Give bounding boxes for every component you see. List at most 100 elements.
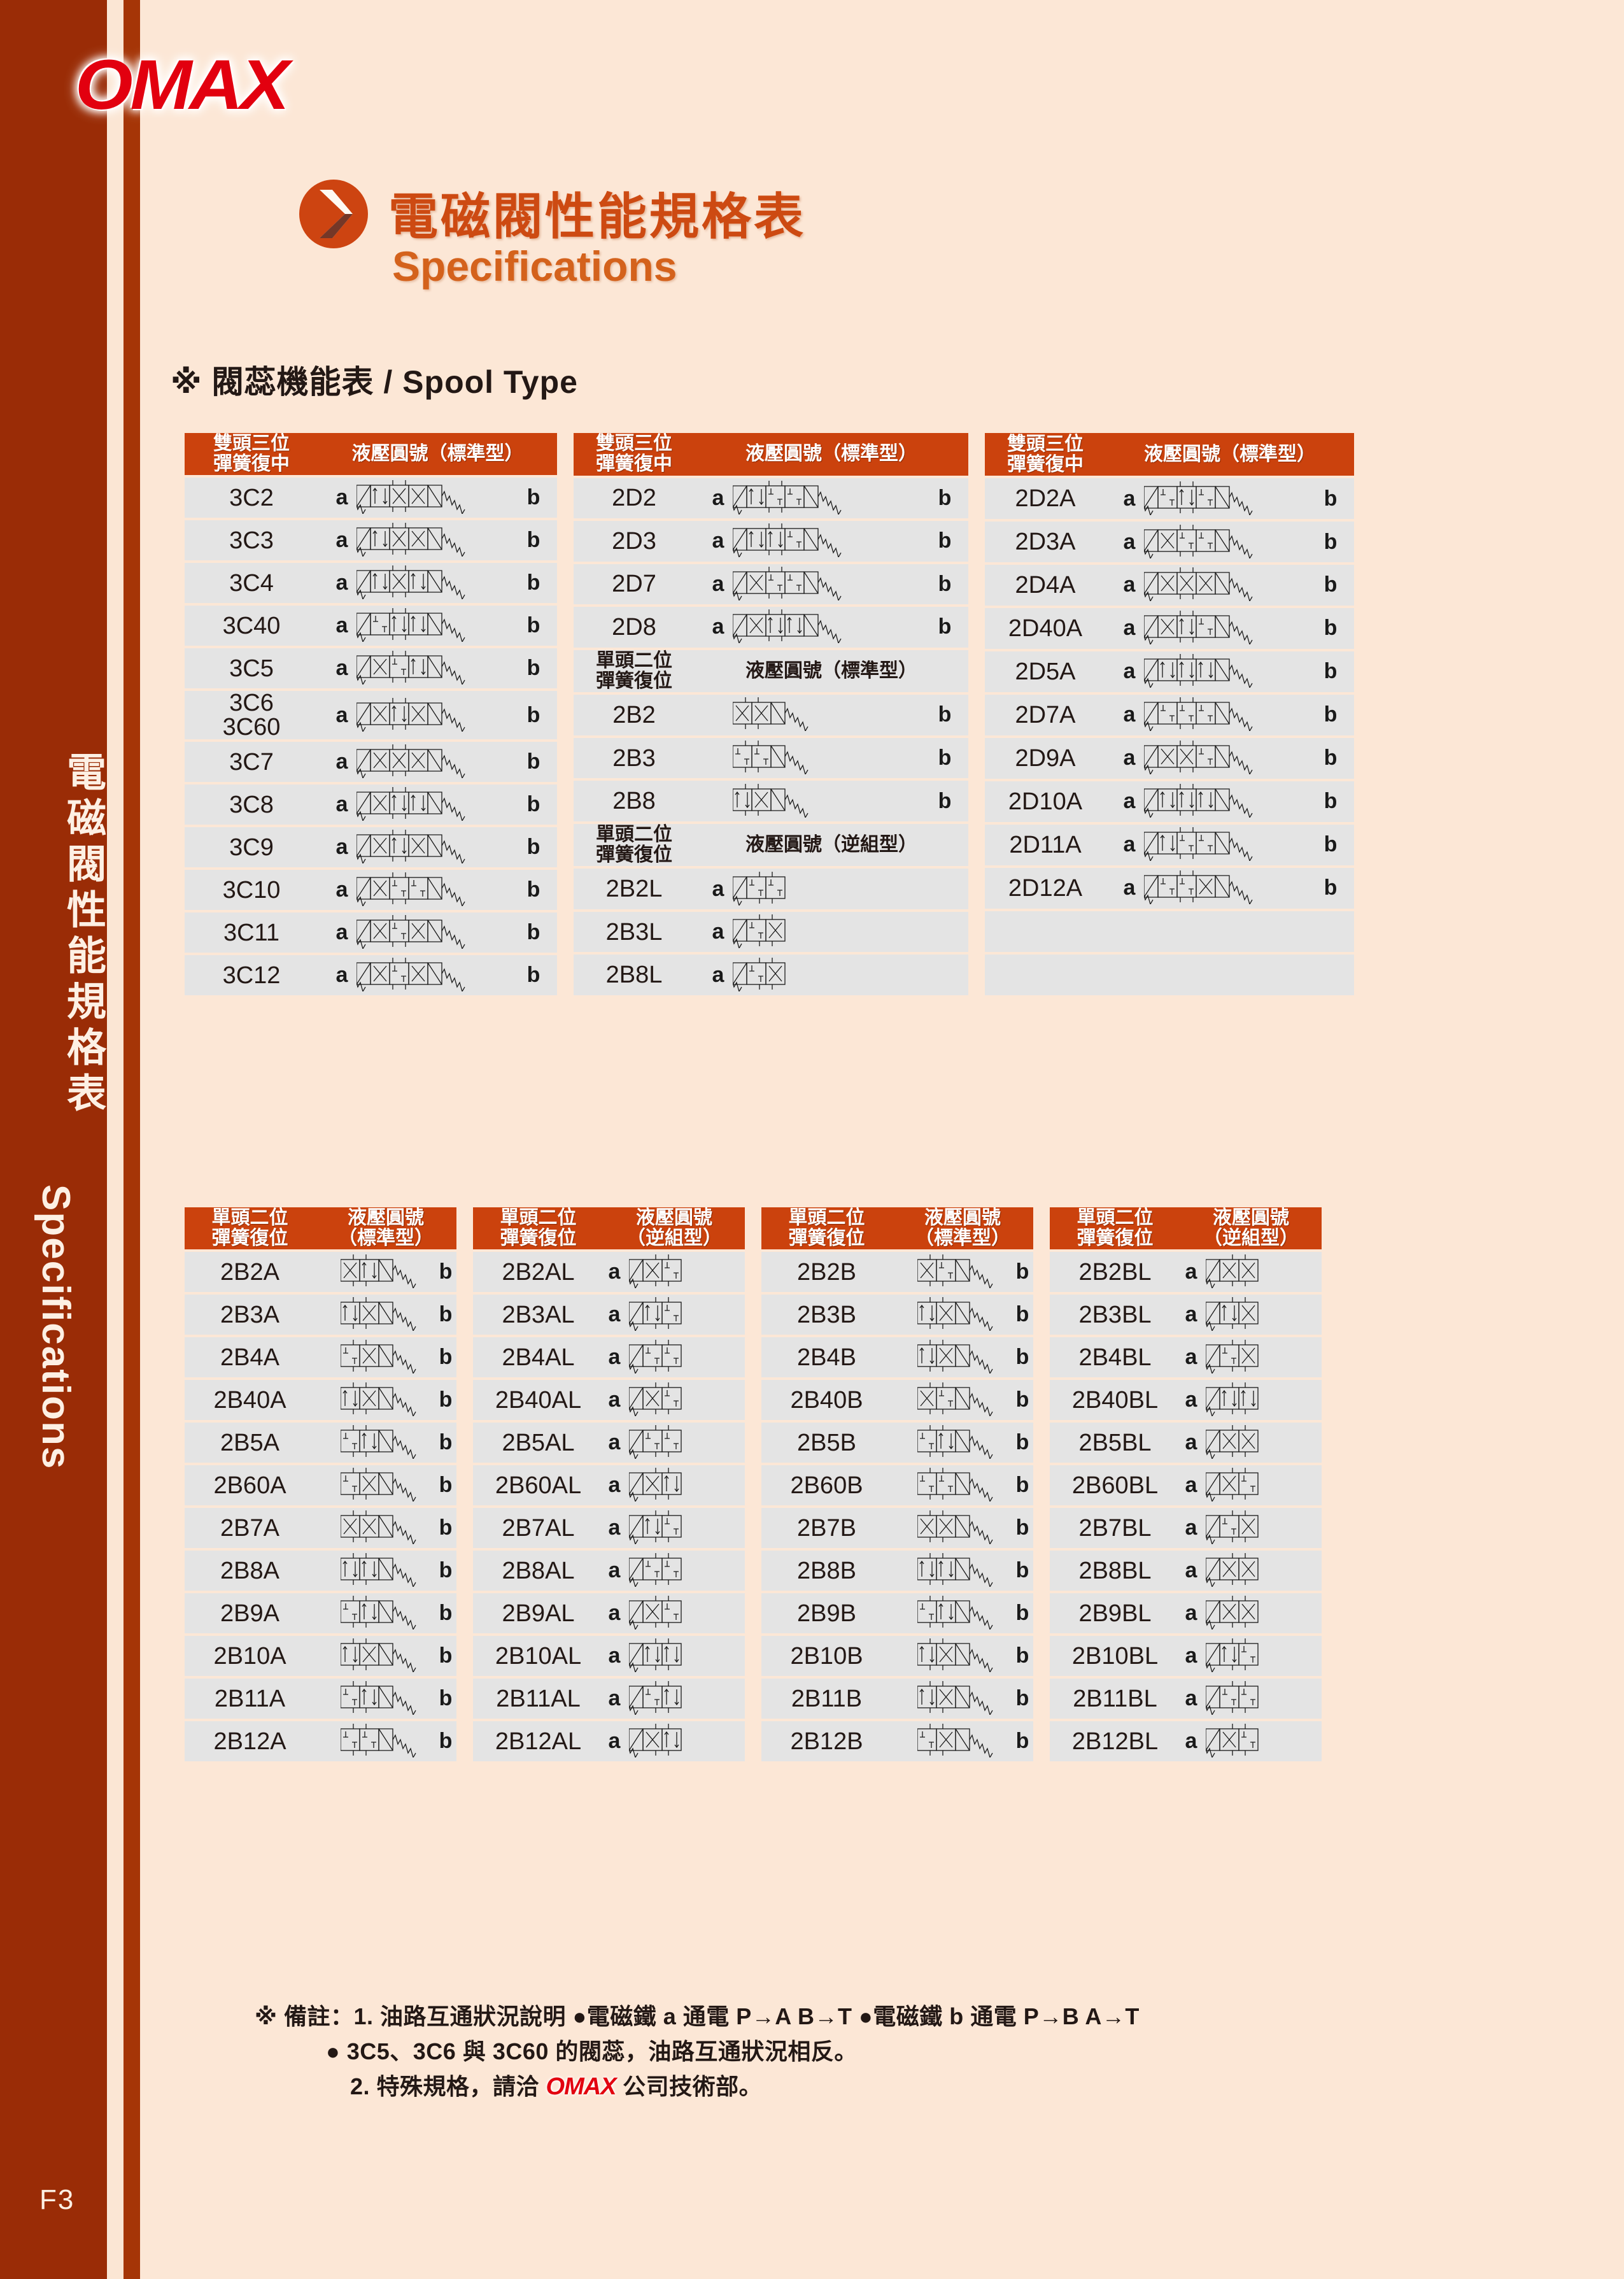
svg-text:B: B	[941, 1295, 945, 1296]
row-symbol: ABPTb	[315, 1375, 456, 1422]
table-row: 2B10BLaABPT	[1050, 1631, 1322, 1678]
2b10a-spool-symbol: ABPT	[340, 1631, 416, 1678]
row-code: 2B60BL	[1050, 1465, 1180, 1505]
svg-text:A: A	[351, 1551, 355, 1552]
svg-text:P: P	[928, 1330, 932, 1331]
row-code: 2B12B	[761, 1721, 892, 1761]
solenoid-b-label: b	[439, 1260, 453, 1284]
2d3a-spool-symbol: ABPT	[1129, 518, 1253, 564]
solenoid-b-label: b	[1015, 1260, 1029, 1284]
solenoid-b-label: b	[1015, 1644, 1029, 1668]
svg-text:B: B	[1243, 1466, 1247, 1467]
svg-text:T: T	[364, 1586, 368, 1587]
solenoid-a-label: a	[1123, 659, 1136, 684]
table-row: 3C12 a A B P Tb	[185, 951, 557, 997]
row-code: 3C3	[185, 520, 318, 560]
table-row: 2D2AaABPTb	[985, 474, 1354, 521]
2b7bl-spool-symbol: A B P T	[1191, 1503, 1259, 1550]
table-row: 2B5B A B P Tb	[761, 1418, 1033, 1465]
table-row: 3C5 a A B P Tb	[185, 644, 557, 690]
svg-text:B: B	[770, 912, 774, 914]
row-symbol: aABPT	[1180, 1631, 1322, 1678]
row-code: 2B7AL	[473, 1508, 604, 1548]
row-symbol: a A B P Tb	[1106, 777, 1354, 823]
row-code: 2D7	[574, 564, 695, 605]
solenoid-b-label: b	[526, 702, 540, 727]
page-number: F3	[39, 2184, 75, 2215]
2b8bl-spool-symbol: A B P T	[1191, 1546, 1259, 1593]
table-row: 2B9B A B P Tb	[761, 1589, 1033, 1635]
table-row: 2B11A A B P Tb	[185, 1674, 456, 1721]
svg-text:T: T	[756, 817, 760, 818]
column-header-symbol: 液壓圓號（標準型）	[695, 650, 968, 693]
table-row: 2B12B A B P Tb	[761, 1717, 1033, 1763]
svg-text:A: A	[1178, 739, 1182, 740]
row-code: 2B11A	[185, 1679, 315, 1719]
solenoid-a-label: a	[1123, 746, 1136, 770]
2b2l-spool-symbol: ABPT	[718, 865, 786, 911]
svg-text:B: B	[1243, 1381, 1247, 1382]
2b11b-spool-symbol: A B P T	[917, 1674, 993, 1721]
svg-text:A: A	[758, 912, 761, 914]
solenoid-a-label: a	[712, 614, 724, 639]
3c2-spool-symbol: A B P T	[342, 473, 465, 520]
svg-text:P: P	[391, 905, 395, 906]
svg-text:A: A	[1178, 869, 1182, 870]
solenoid-b-label: b	[1324, 529, 1338, 554]
solenoid-a-label: a	[608, 1601, 621, 1625]
svg-text:T: T	[404, 641, 407, 642]
row-code	[985, 911, 1106, 952]
row-symbol: a A B P Tb	[1106, 863, 1354, 910]
row-code: 2D9A	[985, 737, 1106, 779]
solenoid-a-label: a	[608, 1302, 621, 1326]
2b4bl-spool-symbol: A B P T	[1191, 1333, 1259, 1379]
svg-text:T: T	[1243, 1714, 1247, 1715]
svg-text:A: A	[928, 1722, 932, 1723]
svg-text:B: B	[1191, 565, 1195, 567]
column-header-code: 單頭二位 彈簧復位	[185, 1207, 315, 1249]
2d7a-spool-symbol: A B P T	[1129, 690, 1253, 737]
row-code: 2D40A	[985, 607, 1106, 649]
row-symbol	[1106, 911, 1354, 952]
svg-text:B: B	[941, 1381, 945, 1382]
row-code: 2B2A	[185, 1252, 315, 1292]
footnote-line-3: 2. 特殊規格，請洽 OMAX 公司技術部。	[255, 2069, 1464, 2106]
solenoid-a-label: a	[608, 1686, 621, 1710]
solenoid-b-label: b	[1324, 659, 1338, 684]
solenoid-b-label: b	[1015, 1558, 1029, 1582]
row-code: 2D10A	[985, 781, 1106, 822]
svg-text:B: B	[1191, 523, 1195, 524]
row-symbol: a A B P Tb	[318, 601, 557, 648]
2d7-spool-symbol: ABPT	[718, 560, 842, 606]
row-code: 3C9	[185, 827, 318, 867]
column-header-symbol: 液壓圓號（標準型）	[695, 433, 968, 476]
table-row: 2D9AaABPTb	[985, 734, 1354, 780]
svg-text:A: A	[1178, 609, 1182, 610]
svg-text:B: B	[1191, 479, 1195, 481]
svg-text:B: B	[1243, 1338, 1247, 1339]
table-row: 2D4A a A B P Tb	[985, 560, 1354, 607]
row-symbol: ABPTb	[315, 1461, 456, 1507]
row-code: 2B3A	[185, 1295, 315, 1335]
svg-text:P: P	[391, 820, 395, 821]
svg-text:P: P	[928, 1458, 932, 1459]
3c11-spool-symbol: A B P T	[342, 908, 465, 955]
table-col-2bal: 單頭二位彈簧復位液壓圓號（逆組型）2B2ALaABPT2B3ALaABPT2B4…	[473, 1205, 745, 1764]
svg-text:B: B	[941, 1423, 945, 1424]
svg-text:A: A	[351, 1423, 355, 1424]
svg-text:B: B	[1191, 739, 1195, 740]
row-symbol: ABPTb	[892, 1247, 1033, 1294]
chevron-right-icon	[299, 180, 368, 248]
svg-text:A: A	[654, 1423, 658, 1424]
svg-text:A: A	[1178, 652, 1182, 653]
row-code: 3C12	[185, 955, 318, 995]
row-symbol: aABPT	[695, 865, 968, 911]
solenoid-b-label: b	[439, 1345, 453, 1369]
solenoid-a-label: a	[1185, 1644, 1197, 1668]
svg-text:B: B	[941, 1594, 945, 1595]
2b60a-spool-symbol: A B P T	[340, 1461, 416, 1507]
